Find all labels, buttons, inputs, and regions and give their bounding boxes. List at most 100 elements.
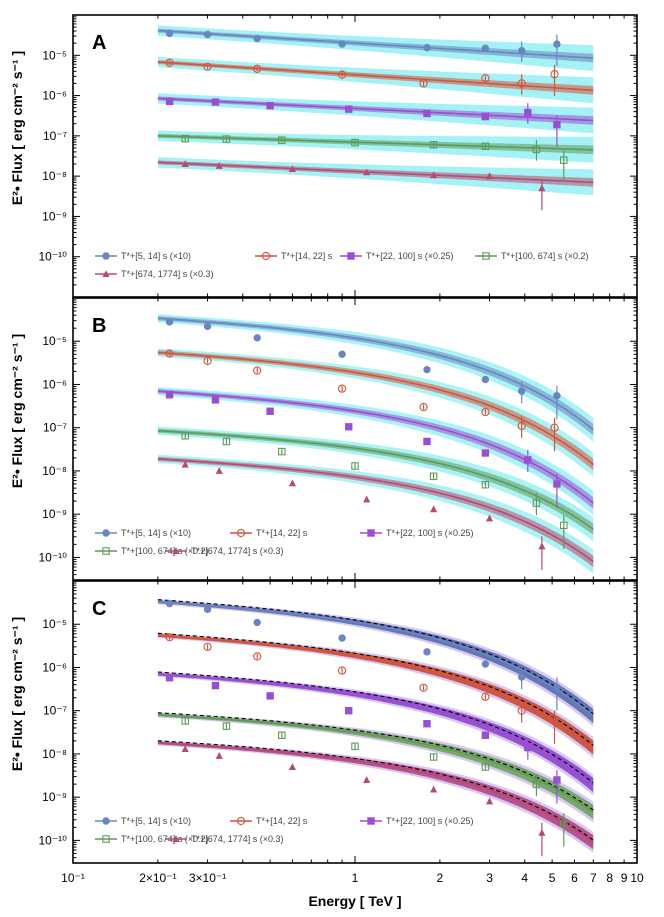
x-tick-label: 6 xyxy=(571,871,578,885)
legend-entry: T*+[674, 1774] s (×0.3) xyxy=(165,834,284,844)
legend-label: T*+[14, 22] s xyxy=(256,528,308,538)
legend-marker xyxy=(347,252,355,260)
data-point xyxy=(560,156,568,164)
data-point xyxy=(215,752,223,759)
panel-a: 10⁻¹⁰ 10⁻⁹ 10⁻⁸ 10⁻⁷ 10⁻⁶ 10⁻⁵ E²• Flux [ erg … xyxy=(9,14,638,298)
y-tick-label: 10⁻⁶ xyxy=(42,377,67,391)
y-tick-label: 10⁻⁹ xyxy=(42,507,67,521)
confidence-band-inner xyxy=(157,456,594,568)
legend-marker xyxy=(102,835,110,843)
data-point xyxy=(181,134,189,143)
data-point xyxy=(253,64,262,74)
data-point xyxy=(553,683,561,691)
data-point xyxy=(550,716,559,725)
data-point xyxy=(338,350,346,358)
legend-entry: T*+[22, 100] s (×0.25) xyxy=(340,251,454,261)
data-point xyxy=(363,168,371,176)
model-dashed-line xyxy=(157,740,594,841)
legend-label: T*+[14, 22] s xyxy=(281,251,333,261)
data-point xyxy=(288,763,297,770)
legend-label: T*+[674, 1774] s (×0.3) xyxy=(191,546,284,556)
confidence-band-inner xyxy=(157,428,594,535)
legend-entry: T*+[5, 14] s (×10) xyxy=(95,816,191,826)
data-point xyxy=(288,479,297,487)
data-point xyxy=(517,387,526,395)
legend-label: T*+[674, 1774] s (×0.3) xyxy=(191,834,284,844)
panel-label: C xyxy=(92,598,106,620)
data-point xyxy=(481,112,490,121)
legend-marker xyxy=(236,816,246,826)
x-tick-label: 2 xyxy=(437,871,444,885)
legend-marker xyxy=(236,528,246,538)
legend-label: T*+[5, 14] s (×10) xyxy=(121,816,191,826)
y-tick-label: 10⁻⁷ xyxy=(43,704,67,718)
data-point xyxy=(215,162,223,169)
data-point xyxy=(419,79,428,88)
data-point xyxy=(345,706,353,715)
data-point xyxy=(429,141,438,149)
data-point xyxy=(203,322,212,331)
data-point xyxy=(553,480,561,488)
data-point xyxy=(481,692,490,701)
fit-line xyxy=(157,673,594,786)
panel-label: B xyxy=(92,315,106,337)
data-point xyxy=(430,785,438,793)
legend-label: T*+[5, 14] s (×10) xyxy=(121,251,191,261)
fit-line xyxy=(157,429,594,530)
legend-label: T*+[14, 22] s xyxy=(256,816,308,826)
data-point xyxy=(423,437,431,446)
y-tick-label: 10⁻⁸ xyxy=(42,464,67,478)
data-point xyxy=(423,365,431,374)
data-point xyxy=(532,145,541,154)
data-point xyxy=(419,402,428,412)
data-point xyxy=(553,40,561,48)
fit-line xyxy=(157,390,594,504)
data-point xyxy=(203,356,212,366)
data-point xyxy=(181,160,189,168)
data-point xyxy=(423,109,431,118)
x-axis-label: Energy [ TeV ] xyxy=(308,893,401,909)
data-point xyxy=(266,692,274,700)
x-tick-label: 9 xyxy=(621,871,628,885)
data-point xyxy=(203,605,212,614)
x-tick-label: 2×10⁻¹ xyxy=(139,871,176,885)
data-point xyxy=(517,706,526,715)
fit-line xyxy=(157,742,594,844)
fit-line xyxy=(157,351,594,466)
fit-line xyxy=(157,97,594,122)
data-point xyxy=(338,40,346,48)
x-tick-label: 3 xyxy=(486,871,493,885)
y-tick-label: 10⁻⁷ xyxy=(43,129,67,143)
legend-entry: T*+[5, 14] s (×10) xyxy=(95,528,191,538)
data-point xyxy=(363,495,371,503)
data-point xyxy=(337,666,347,675)
data-point xyxy=(560,521,568,530)
fit-line xyxy=(157,634,594,749)
x-tick-label: 3×10⁻¹ xyxy=(189,871,226,885)
data-point xyxy=(429,753,438,761)
y-tick-label: 10⁻⁹ xyxy=(42,209,67,223)
legend-marker xyxy=(482,252,490,260)
legend-marker xyxy=(367,529,375,537)
legend-label: T*+[22, 100] s (×0.25) xyxy=(386,528,474,538)
model-dashed-line xyxy=(157,671,594,784)
data-point xyxy=(165,97,174,106)
data-point xyxy=(524,108,532,117)
y-tick-label: 10⁻⁵ xyxy=(42,617,67,631)
data-point xyxy=(203,642,212,651)
legend-label: T*+[100, 674] s (×0.2) xyxy=(121,546,209,556)
data-point xyxy=(481,660,490,668)
legend-marker xyxy=(102,817,110,825)
legend-entry: T*+[22, 100] s (×0.25) xyxy=(360,816,474,826)
data-point xyxy=(278,447,286,456)
legend-marker xyxy=(367,817,375,825)
fit-line xyxy=(157,161,594,184)
x-tick-label: 10⁻¹ xyxy=(61,871,85,885)
data-point xyxy=(532,780,541,788)
y-tick-label: 10⁻¹⁰ xyxy=(39,250,68,264)
data-point xyxy=(423,43,431,52)
data-point xyxy=(165,390,174,399)
data-point xyxy=(517,421,526,431)
legend-entry: T*+[14, 22] s xyxy=(230,816,308,826)
model-dashed-line xyxy=(157,599,594,715)
